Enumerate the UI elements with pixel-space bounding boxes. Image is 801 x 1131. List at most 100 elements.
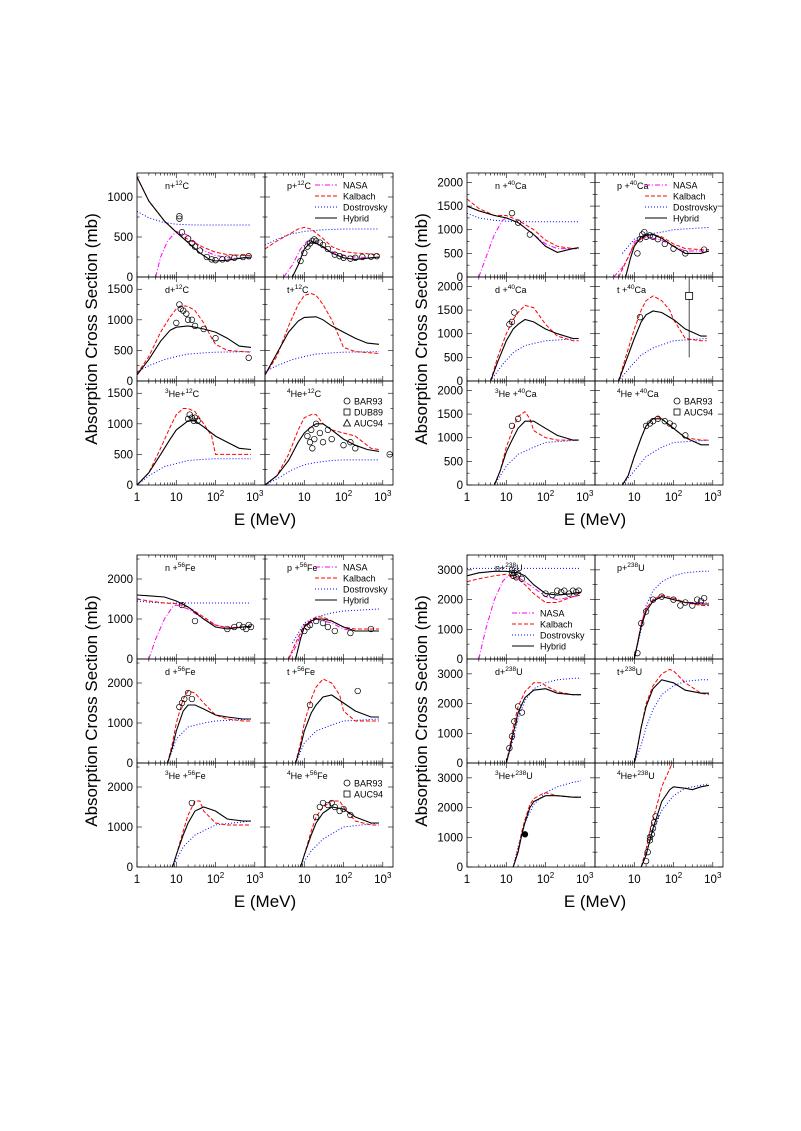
reaction-label: 4He+238U xyxy=(617,770,655,781)
reaction-label: 3He +56Fe xyxy=(165,770,206,781)
data-point xyxy=(306,621,314,629)
data-point xyxy=(697,597,705,605)
data-point xyxy=(212,335,219,342)
data-point xyxy=(649,233,657,240)
y-tick-label: 1500 xyxy=(437,409,463,421)
series-line-dostrovsky xyxy=(137,351,252,373)
data-point xyxy=(352,254,359,261)
data-point xyxy=(331,627,338,635)
series-line-kalbach xyxy=(633,668,710,763)
data-point xyxy=(208,256,215,263)
data-point xyxy=(652,813,659,820)
x-tick-label: 103 xyxy=(576,489,594,504)
y-tick-label: 2000 xyxy=(107,574,133,586)
panel-frame xyxy=(136,554,266,660)
legend-label-kalbach: Kalbach xyxy=(343,574,376,584)
data-point xyxy=(324,245,332,253)
data-point xyxy=(670,422,677,430)
panel-frame xyxy=(264,276,394,382)
reaction-label: d+238U xyxy=(495,666,523,677)
data-point xyxy=(526,231,534,238)
legend-exp-label-dub89: DUB89 xyxy=(354,408,383,418)
data-point xyxy=(510,572,517,579)
legend-label-kalbach: Kalbach xyxy=(673,192,706,202)
series-line-nasa xyxy=(478,575,582,659)
data-point xyxy=(311,236,318,243)
data-point xyxy=(700,246,708,253)
y-tick-label: 0 xyxy=(457,376,463,388)
panel-d-56Fe: 0 1000 2000 d +56Fe xyxy=(107,658,266,770)
x-tick-label: 103 xyxy=(374,871,392,886)
y-tick-label: 2000 xyxy=(437,177,463,189)
legend-exp-label-auc94: AUC94 xyxy=(684,408,713,418)
x-tick-label: 10 xyxy=(170,492,183,504)
x-axis-title: E (MeV) xyxy=(564,892,626,911)
panel-frame xyxy=(594,554,724,660)
legend-label-dostrovsky: Dostrovsky xyxy=(673,203,718,213)
reaction-label: 4He +56Fe xyxy=(287,770,328,781)
reaction-label: t+238U xyxy=(617,666,642,677)
data-point xyxy=(682,432,689,439)
data-point xyxy=(183,310,190,317)
data-point xyxy=(188,414,196,421)
reaction-label: t+12C xyxy=(287,284,309,295)
panel-n-40Ca: 0 500 1000 1500 2000 n +40Ca xyxy=(437,172,596,284)
x-tick-label: 1 xyxy=(134,874,140,886)
y-tick-label: 3000 xyxy=(437,773,463,785)
series-line-hybrid xyxy=(295,618,379,659)
y-tick-label: 500 xyxy=(114,232,133,244)
data-point xyxy=(689,602,696,609)
y-tick-label: 0 xyxy=(127,654,133,666)
data-point xyxy=(508,733,516,740)
panel-t-12C: t+12C xyxy=(264,276,394,382)
y-tick-label: 2000 xyxy=(107,678,133,690)
x-tick-label: 10 xyxy=(298,874,311,886)
series-line-dostrovsky xyxy=(265,228,379,246)
series-line-dostrovsky xyxy=(640,783,710,867)
data-point xyxy=(336,253,343,260)
x-tick-label: 1 xyxy=(464,874,470,886)
data-point xyxy=(184,235,192,242)
legend-label-nasa: NASA xyxy=(343,181,368,191)
data-point xyxy=(654,236,662,243)
y-tick-label: 1500 xyxy=(437,305,463,317)
data-point xyxy=(354,687,361,695)
series-line-kalbach xyxy=(640,763,673,867)
y-tick-label: 0 xyxy=(457,480,463,492)
panel-frame xyxy=(264,658,394,764)
series-line-kalbach xyxy=(493,411,579,485)
data-point xyxy=(304,432,311,440)
data-point xyxy=(236,621,243,629)
series-line-dostrovsky xyxy=(493,439,579,485)
data-point xyxy=(677,602,684,609)
panel-He-4Ca: 4He +40Ca xyxy=(594,380,724,486)
legend-marker-triangle xyxy=(342,418,352,427)
x-axis-title: E (MeV) xyxy=(234,892,296,911)
series-line-hybrid xyxy=(137,176,252,262)
y-tick-label: 0 xyxy=(457,862,463,874)
panel-He-4U: 4He+238U xyxy=(594,762,724,868)
panel-He-4Fe: 4He +56Fe xyxy=(264,762,394,868)
data-point xyxy=(190,417,197,424)
data-point xyxy=(245,253,252,260)
y-tick-label: 1000 xyxy=(107,315,133,327)
series-line-kalbach xyxy=(265,226,380,256)
data-point xyxy=(224,625,231,633)
data-point xyxy=(191,243,199,250)
data-point xyxy=(511,309,518,316)
data-point xyxy=(352,445,359,452)
panel-p-238U: p+238U xyxy=(594,554,724,660)
series-line-hybrid xyxy=(171,806,251,867)
data-point xyxy=(634,250,641,257)
y-axis-title: Absorption Cross Section (mb) xyxy=(82,595,101,826)
x-tick-label: 10 xyxy=(298,492,311,504)
data-point xyxy=(188,316,196,323)
data-point xyxy=(340,442,347,449)
data-point xyxy=(324,426,332,434)
series-line-kalbach xyxy=(633,594,709,659)
data-point xyxy=(245,621,252,629)
data-point xyxy=(670,596,677,603)
reaction-label: 3He+12C xyxy=(165,388,200,399)
y-tick-label: 0 xyxy=(457,272,463,284)
reaction-label: p+12C xyxy=(287,180,312,191)
